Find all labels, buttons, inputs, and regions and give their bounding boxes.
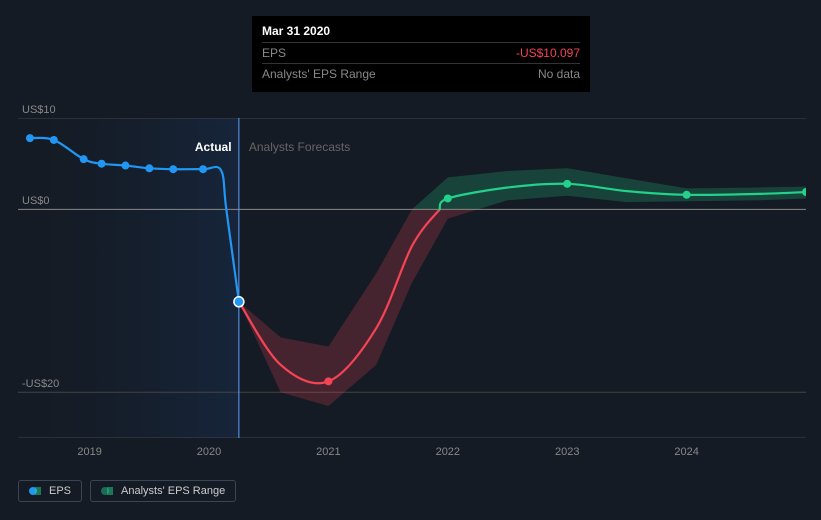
- tooltip-row-value: -US$10.097: [516, 46, 580, 60]
- y-tick-label: US$10: [22, 104, 56, 116]
- legend-marker-range: [101, 487, 115, 495]
- forecast-region-label: Analysts Forecasts: [249, 140, 350, 154]
- tooltip-date: Mar 31 2020: [262, 24, 580, 38]
- x-tick-label: 2024: [674, 446, 698, 458]
- legend-label: Analysts' EPS Range: [121, 485, 225, 497]
- x-tick-label: 2022: [436, 446, 460, 458]
- chart-tooltip: Mar 31 2020 EPS -US$10.097 Analysts' EPS R…: [252, 16, 590, 92]
- tooltip-row-label: Analysts' EPS Range: [262, 67, 376, 81]
- chart-plot: [18, 118, 806, 438]
- chart-legend: EPS Analysts' EPS Range: [18, 480, 236, 502]
- tooltip-row-value: No data: [538, 67, 580, 81]
- x-tick-label: 2021: [316, 446, 340, 458]
- y-tick-label: US$0: [22, 195, 50, 207]
- legend-marker-eps: [29, 487, 43, 495]
- actual-region-label: Actual: [195, 140, 232, 154]
- x-tick-label: 2019: [77, 446, 101, 458]
- legend-item-eps[interactable]: EPS: [18, 480, 82, 502]
- tooltip-row-label: EPS: [262, 46, 286, 60]
- x-tick-label: 2023: [555, 446, 579, 458]
- y-tick-label: -US$20: [22, 378, 59, 390]
- legend-item-range[interactable]: Analysts' EPS Range: [90, 480, 236, 502]
- x-tick-label: 2020: [197, 446, 221, 458]
- eps-chart[interactable]: US$10US$0-US$20 201920202021202220232024…: [18, 118, 806, 458]
- legend-label: EPS: [49, 485, 71, 497]
